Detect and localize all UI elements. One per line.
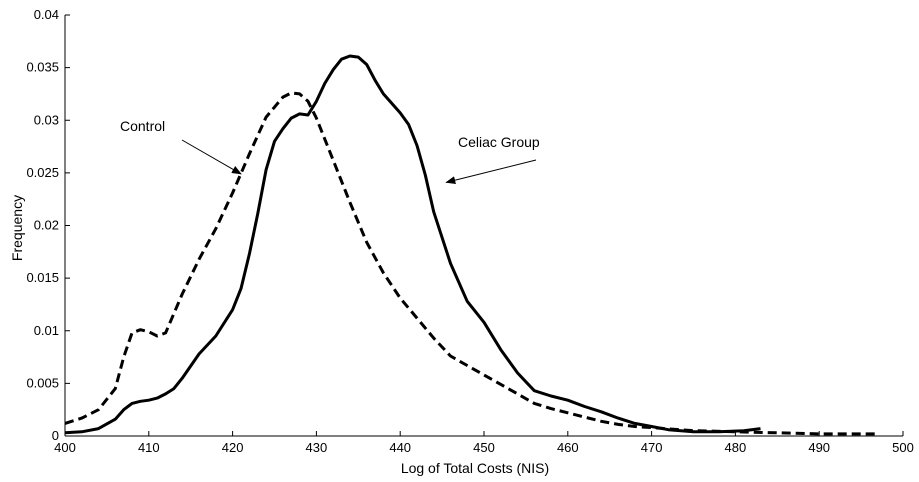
y-tick-label: 0.025 bbox=[26, 165, 59, 180]
y-tick-label: 0.01 bbox=[34, 323, 59, 338]
annotation-label-celiac-group: Celiac Group bbox=[458, 134, 540, 150]
y-axis-label: Frequency bbox=[9, 195, 25, 261]
y-tick-label: 0.005 bbox=[26, 375, 59, 390]
x-tick-label: 500 bbox=[892, 440, 914, 455]
y-tick-label: 0.04 bbox=[34, 7, 59, 22]
x-tick-label: 480 bbox=[725, 440, 747, 455]
y-tick-label: 0 bbox=[52, 428, 59, 443]
axes bbox=[64, 15, 903, 437]
x-tick-label: 490 bbox=[808, 440, 830, 455]
x-tick-label: 400 bbox=[54, 440, 76, 455]
x-tick-label: 410 bbox=[138, 440, 160, 455]
y-tick-label: 0.035 bbox=[26, 60, 59, 75]
x-axis-label: Log of Total Costs (NIS) bbox=[401, 460, 549, 476]
annotation-label-control: Control bbox=[120, 118, 165, 134]
y-tick-label: 0.02 bbox=[34, 218, 59, 233]
annotation-arrow-celiac-group bbox=[445, 159, 537, 185]
x-tick-label: 460 bbox=[557, 440, 579, 455]
x-tick-label: 430 bbox=[306, 440, 328, 455]
axis-ticks: 400 410 420 430 440 450 460 470 480 490 500 0 0.005 0… bbox=[26, 7, 913, 455]
y-tick-label: 0.03 bbox=[34, 112, 59, 127]
series-line-celiac-group bbox=[64, 54, 761, 435]
y-tick-label: 0.015 bbox=[26, 270, 59, 285]
x-tick-label: 440 bbox=[389, 440, 411, 455]
x-tick-label: 450 bbox=[473, 440, 495, 455]
series-line-control bbox=[64, 91, 878, 436]
annotations: Control Celiac Group bbox=[120, 118, 540, 185]
x-tick-label: 420 bbox=[222, 440, 244, 455]
x-tick-label: 470 bbox=[641, 440, 663, 455]
data-series bbox=[64, 54, 878, 436]
annotation-arrow-control bbox=[181, 139, 242, 175]
